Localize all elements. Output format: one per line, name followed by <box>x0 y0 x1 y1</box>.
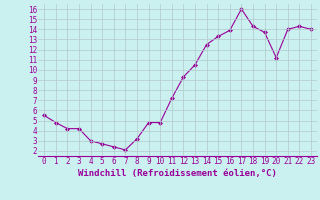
X-axis label: Windchill (Refroidissement éolien,°C): Windchill (Refroidissement éolien,°C) <box>78 169 277 178</box>
